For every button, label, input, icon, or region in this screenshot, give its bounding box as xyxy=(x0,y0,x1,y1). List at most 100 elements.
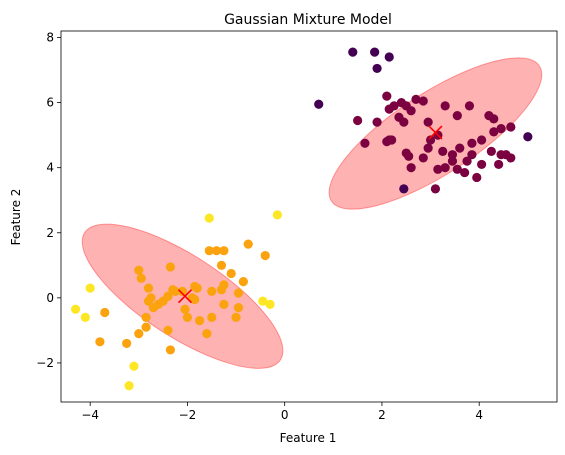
data-point-cluster_d xyxy=(168,285,178,295)
x-tick-label: 2 xyxy=(378,408,386,422)
data-point-cluster_c xyxy=(85,283,95,293)
data-point-cluster_d xyxy=(141,312,151,322)
data-point-cluster_d xyxy=(243,239,253,249)
data-point-cluster_d xyxy=(212,246,222,256)
data-point-cluster_b xyxy=(433,164,443,174)
x-tick-label: 0 xyxy=(281,408,289,422)
data-point-cluster_c xyxy=(70,304,81,314)
x-tick-label: −4 xyxy=(81,408,99,422)
data-point-cluster_b xyxy=(496,124,506,134)
y-tick-label: 2 xyxy=(46,226,54,240)
data-point-cluster_b xyxy=(399,117,409,127)
data-point-cluster_d xyxy=(216,260,227,270)
data-point-cluster_b xyxy=(423,143,433,153)
data-point-cluster_d xyxy=(219,299,229,309)
data-point-cluster_b xyxy=(467,150,477,160)
data-point-cluster_b xyxy=(494,159,504,170)
data-point-cluster_d xyxy=(231,312,241,322)
centroid-stroke xyxy=(428,125,443,140)
data-point-cluster_d xyxy=(233,288,244,298)
data-point-cluster_c xyxy=(265,299,275,309)
y-axis-label: Feature 2 xyxy=(9,189,23,246)
data-point-cluster_b xyxy=(430,184,441,194)
centroid-stroke xyxy=(177,289,193,304)
data-point-cluster_b xyxy=(462,156,472,166)
y-axis: −2 0 2 4 6 8 xyxy=(36,31,61,370)
data-point-cluster_b xyxy=(372,117,382,127)
data-point-cluster_d xyxy=(219,246,229,256)
chart-title: Gaussian Mixture Model xyxy=(224,12,392,28)
data-point-cluster_b xyxy=(464,101,475,111)
data-point-cluster_b xyxy=(406,163,416,173)
data-point-cluster_b xyxy=(460,167,470,178)
data-point-cluster_b xyxy=(506,122,516,132)
centroid-marker-1 xyxy=(428,125,443,140)
data-point-cluster_b xyxy=(489,127,499,137)
data-point-cluster_b xyxy=(447,150,458,160)
data-point-cluster_b xyxy=(486,146,496,157)
data-point-cluster_a xyxy=(314,99,324,109)
y-tick-label: 4 xyxy=(46,161,54,175)
centroid-marker-2 xyxy=(177,289,193,304)
data-point-cluster_d xyxy=(177,286,188,296)
data-point-cluster_d xyxy=(165,262,176,272)
data-point-cluster_c xyxy=(129,361,139,371)
x-tick-label: 4 xyxy=(475,408,483,422)
data-point-cluster_b xyxy=(477,159,487,170)
data-point-cluster_d xyxy=(163,325,173,336)
x-axis: −4 −2 0 2 4 xyxy=(81,402,483,422)
data-point-cluster_b xyxy=(467,138,477,148)
data-point-cluster_b xyxy=(489,114,499,124)
data-point-cluster_b xyxy=(455,143,465,153)
data-point-cluster_d xyxy=(216,285,227,295)
y-tick-label: 6 xyxy=(46,96,54,110)
data-point-cluster_d xyxy=(163,291,173,301)
data-point-cluster_d xyxy=(122,338,132,349)
data-point-cluster_d xyxy=(182,312,193,322)
data-point-cluster_a xyxy=(370,47,380,57)
data-point-cluster_a xyxy=(523,132,533,142)
covariance-ellipse-2 xyxy=(81,223,284,369)
data-point-cluster_b xyxy=(389,101,399,111)
data-point-cluster_d xyxy=(95,337,105,347)
data-point-cluster_b xyxy=(401,148,411,158)
data-point-cluster_d xyxy=(143,296,154,306)
data-point-cluster_d xyxy=(100,307,110,318)
data-point-cluster_d xyxy=(238,276,248,287)
data-point-cluster_c xyxy=(272,210,282,220)
data-point-cluster_b xyxy=(418,153,428,163)
x-tick-label: −2 xyxy=(179,408,197,422)
data-point-cluster_b xyxy=(418,96,428,106)
data-point-cluster_b xyxy=(506,153,516,163)
data-point-cluster_d xyxy=(141,322,151,332)
data-point-cluster_d xyxy=(165,345,176,355)
data-point-cluster_c xyxy=(80,312,90,322)
data-point-cluster_d xyxy=(207,286,217,296)
data-point-cluster_d xyxy=(190,294,200,305)
data-point-cluster_d xyxy=(143,283,154,293)
data-point-cluster_c xyxy=(124,381,134,391)
data-point-cluster_b xyxy=(353,115,363,126)
data-point-cluster_d xyxy=(134,265,144,275)
data-point-cluster_b xyxy=(387,135,397,145)
data-point-cluster_b xyxy=(411,94,421,104)
data-point-cluster_b xyxy=(438,146,448,157)
data-point-cluster_b xyxy=(423,117,433,127)
data-point-cluster_d xyxy=(180,304,190,314)
data-point-cluster_d xyxy=(194,316,205,326)
data-point-cluster_d xyxy=(207,312,217,322)
data-point-cluster_d xyxy=(204,246,214,256)
data-point-cluster_b xyxy=(452,111,462,121)
data-point-cluster_a xyxy=(399,184,409,194)
data-point-cluster_b xyxy=(447,156,458,166)
data-point-cluster_d xyxy=(202,329,212,339)
data-point-cluster_c xyxy=(204,213,214,223)
plot-area xyxy=(70,47,543,391)
y-tick-label: −2 xyxy=(36,356,54,370)
data-point-cluster_a xyxy=(348,47,358,57)
data-point-cluster_d xyxy=(233,303,244,313)
data-point-cluster_a xyxy=(372,63,382,74)
data-point-cluster_c xyxy=(258,296,268,306)
data-point-cluster_b xyxy=(477,135,487,145)
data-point-cluster_b xyxy=(440,163,450,173)
